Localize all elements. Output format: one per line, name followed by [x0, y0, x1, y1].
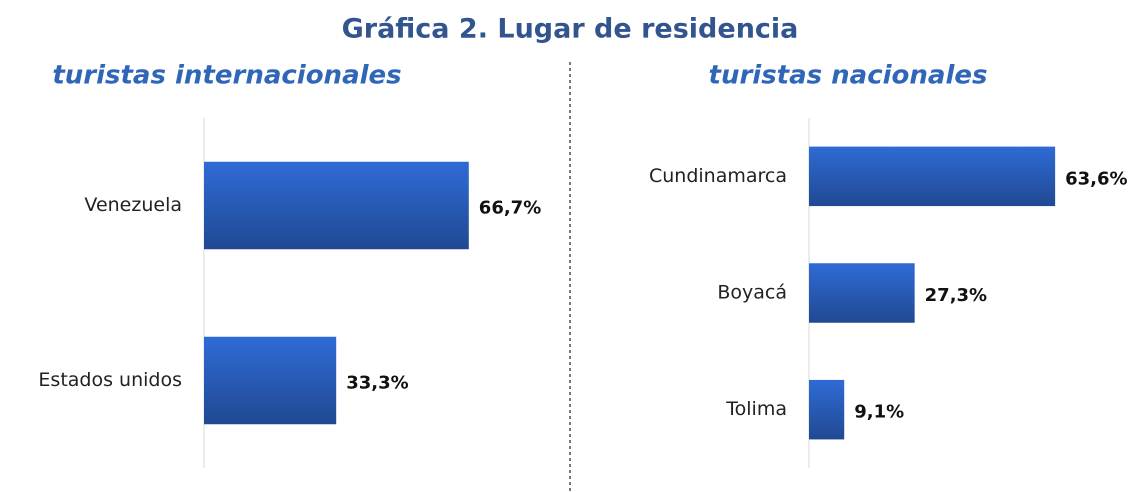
value-label: 63,6% — [1065, 168, 1127, 189]
bar — [809, 146, 1056, 207]
category-label: Tolima — [725, 398, 787, 420]
value-label: 9,1% — [854, 402, 904, 423]
bar — [204, 336, 337, 425]
bar — [204, 161, 469, 250]
category-label: Boyacá — [717, 282, 787, 304]
category-label: Estados unidos — [38, 369, 182, 391]
category-label: Cundinamarca — [649, 165, 787, 187]
bar — [809, 379, 845, 440]
value-label: 66,7% — [479, 198, 541, 219]
value-label: 27,3% — [925, 285, 987, 306]
main-title: Gráfica 2. Lugar de residencia — [342, 14, 799, 45]
category-label: Venezuela — [84, 194, 182, 216]
chart-title: turistas nacionales — [709, 61, 988, 91]
bar — [809, 263, 915, 323]
chart-title: turistas internacionales — [52, 61, 401, 91]
value-label: 33,3% — [346, 373, 408, 394]
